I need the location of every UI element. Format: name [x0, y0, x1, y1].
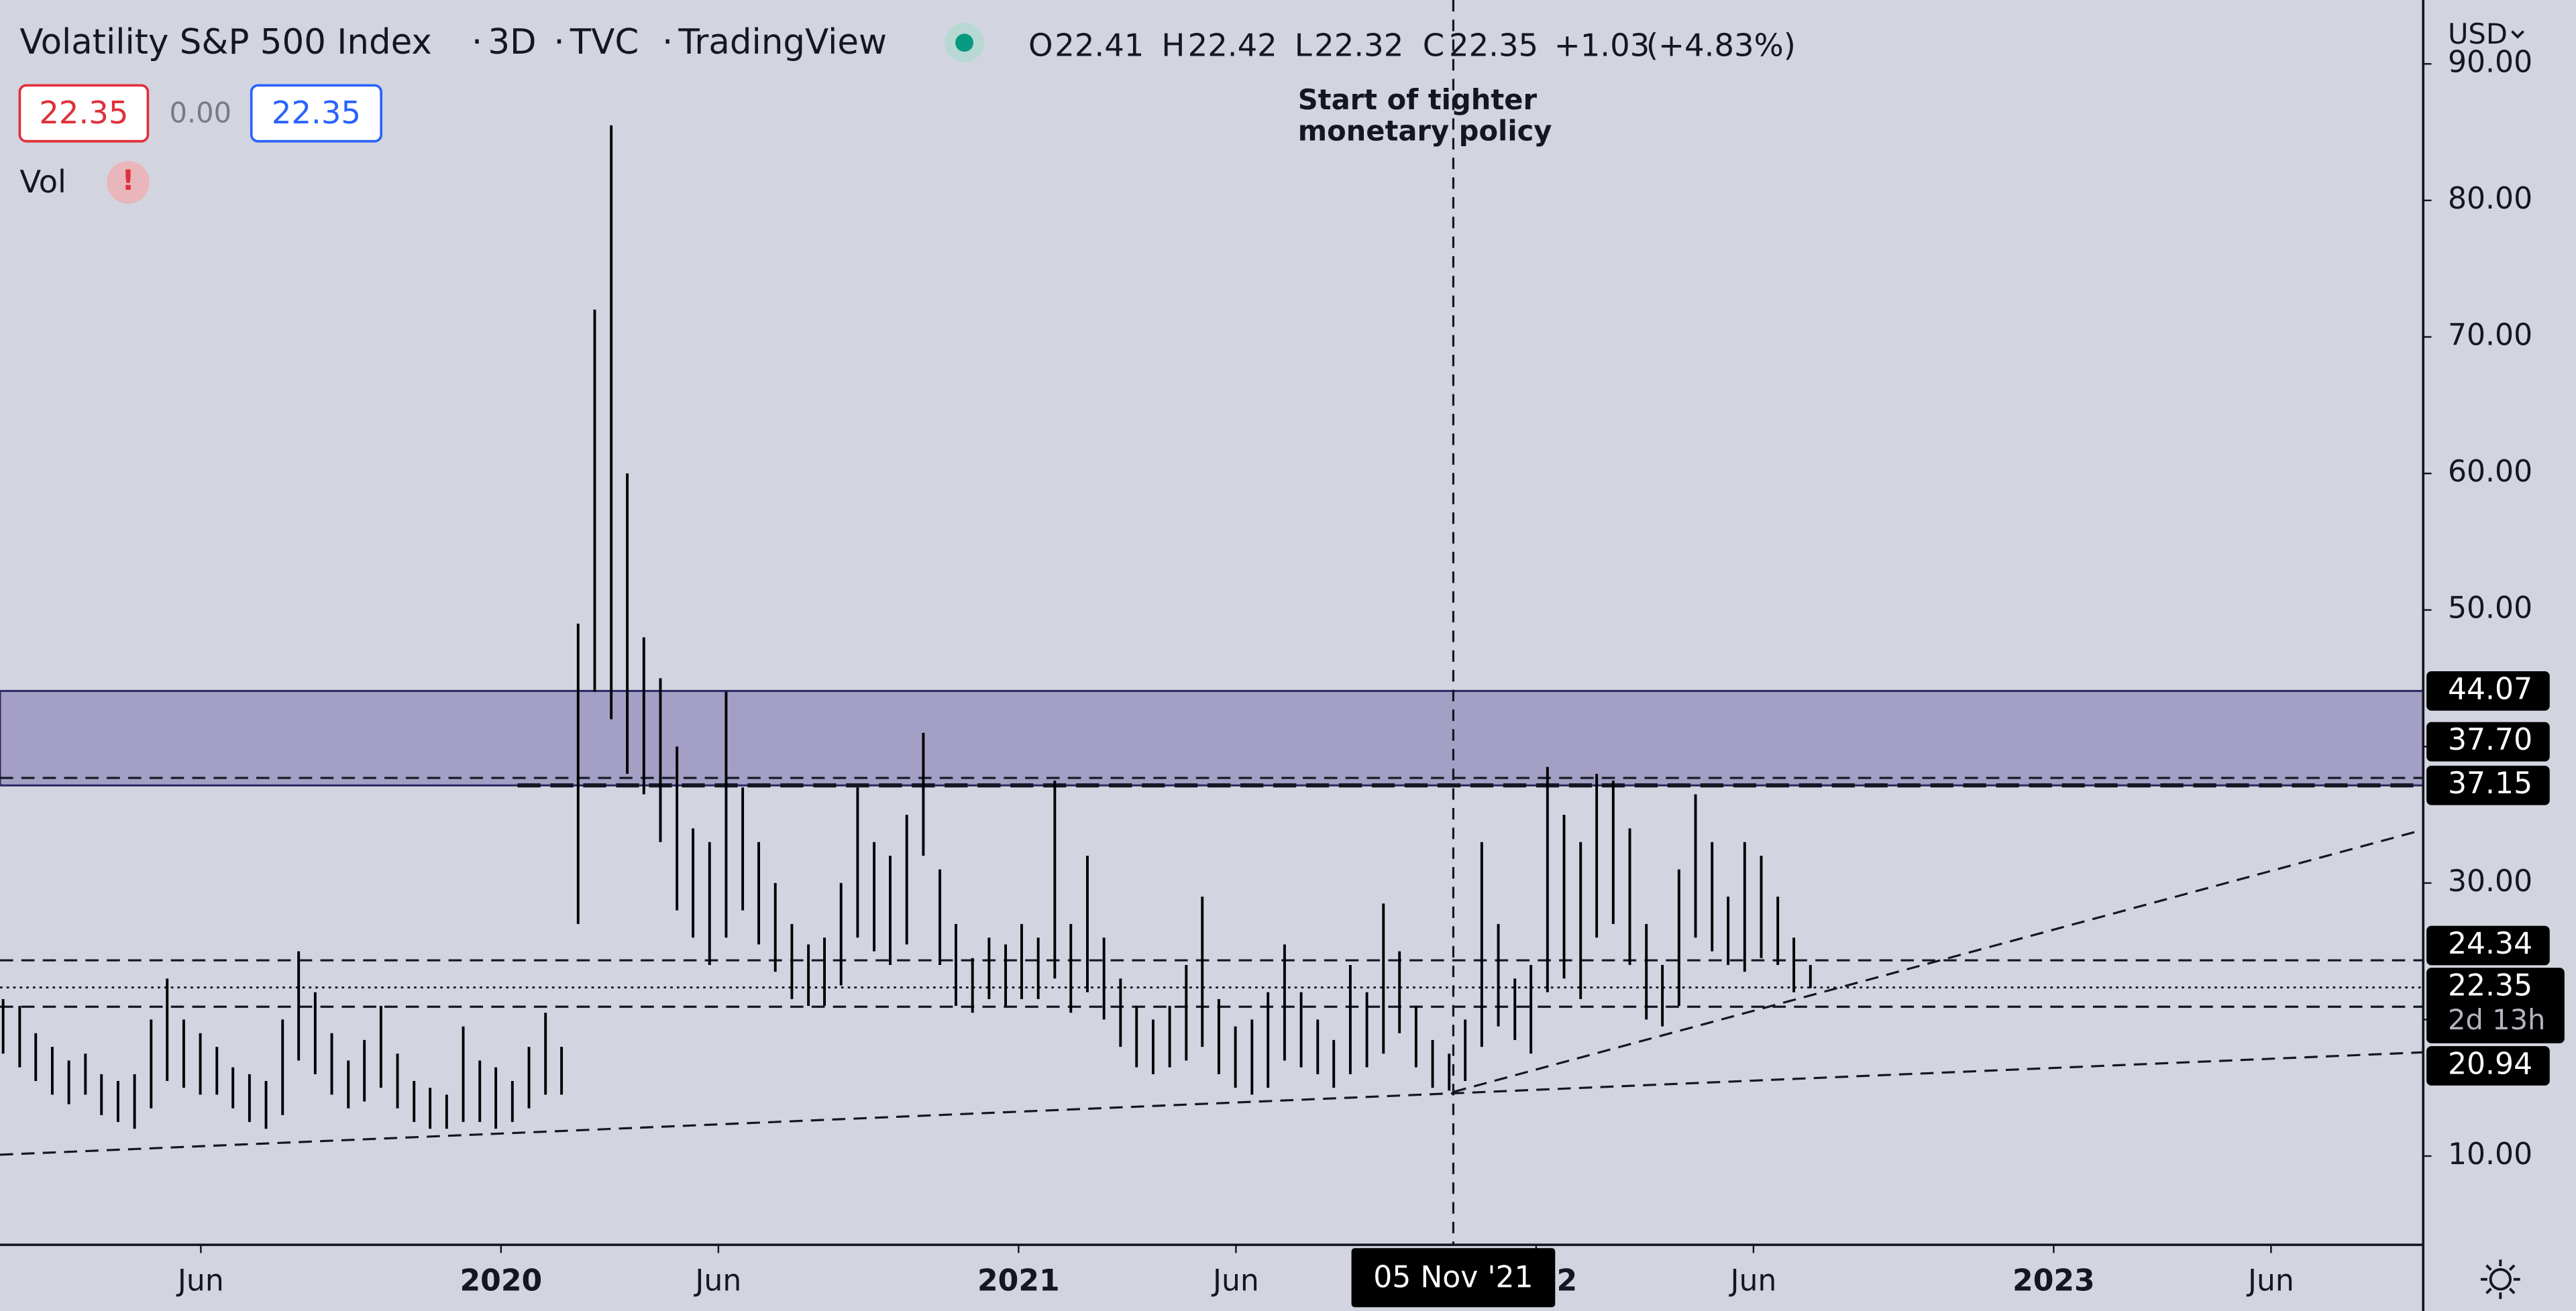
ohlc-value: 22.35 [1449, 27, 1538, 64]
x-tick-label: Jun [176, 1264, 224, 1298]
buy-button[interactable] [250, 84, 383, 143]
ohlc-key: O [1028, 27, 1053, 64]
indicator-name[interactable]: Vol [19, 164, 66, 200]
legend-header: Volatility S&P 500 Index · 3D · TVC · Tr… [18, 17, 2524, 204]
currency-chevron [2511, 30, 2524, 39]
y-tick-label: 80.00 [2448, 182, 2532, 216]
price-label: 44.07 [2448, 672, 2532, 706]
last-price-label: 22.35 [2448, 969, 2532, 1003]
y-tick-label: 70.00 [2448, 318, 2532, 352]
price-label-box [2426, 722, 2550, 762]
price-label: 37.15 [2448, 766, 2532, 801]
price-label: 20.94 [2448, 1047, 2532, 1081]
x-tick-label: 2021 [977, 1264, 1060, 1298]
market-status-dot[interactable] [955, 34, 974, 52]
crosshair-time-box [1351, 1248, 1556, 1308]
y-tick-label: 50.00 [2448, 591, 2532, 626]
price-label: 37.70 [2448, 723, 2532, 757]
y-tick-label: 30.00 [2448, 864, 2532, 899]
settings-icon[interactable] [2480, 1259, 2520, 1300]
price-label-box [2426, 925, 2550, 966]
x-tick-label: 2023 [2012, 1264, 2095, 1298]
price-label: 24.34 [2448, 927, 2532, 961]
change-percent: (+4.83%) [1646, 27, 1796, 64]
ohlc-key: C [1423, 27, 1444, 64]
axes: 10.0020.0030.0040.0050.0060.0070.0080.00… [176, 45, 2565, 1308]
ohlc-key: L [1295, 27, 1312, 64]
symbol-title: Volatility S&P 500 Index [19, 22, 431, 62]
sell-price: 22.35 [39, 95, 128, 131]
price-label-box [2426, 765, 2550, 805]
price-label-box [2426, 1046, 2550, 1086]
separator: · [553, 22, 564, 62]
warning-badge[interactable] [107, 160, 150, 204]
plot-area [0, 0, 2424, 1245]
warning-icon: ! [122, 164, 135, 196]
separator: · [472, 22, 482, 62]
y-tick-label: 90.00 [2448, 45, 2532, 79]
price-zone [0, 689, 2424, 787]
change: +1.03 [1554, 27, 1650, 64]
ohlc-key: H [1161, 27, 1185, 64]
y-tick-label: 60.00 [2448, 455, 2532, 489]
spread: 0.00 [169, 96, 231, 129]
crosshair-time-label: 05 Nov '21 [1373, 1261, 1533, 1295]
last-price-box [2426, 968, 2565, 1043]
exchange: TVC [570, 22, 639, 62]
currency-selector[interactable]: USD [2448, 17, 2508, 50]
x-tick-label: Jun [1211, 1264, 1259, 1298]
y-tick-label: 10.00 [2448, 1137, 2532, 1172]
event-annotation: Start of tighter [1298, 83, 1538, 116]
sell-button[interactable] [18, 84, 150, 143]
buy-price: 22.35 [272, 95, 361, 131]
ohlc-value: 22.42 [1188, 27, 1277, 64]
source: TradingView [678, 22, 887, 62]
interval: 3D [488, 22, 536, 62]
x-tick-label: Jun [1728, 1264, 1776, 1298]
x-tick-label: Jun [2246, 1264, 2294, 1298]
ohlc-value: 22.41 [1055, 27, 1144, 64]
x-tick-label: Jun [693, 1264, 741, 1298]
price-label-box [2426, 671, 2550, 711]
x-tick-label: 2020 [460, 1264, 542, 1298]
event-annotation: monetary policy [1298, 114, 1552, 147]
ohlc-value: 22.32 [1314, 27, 1403, 64]
trendline [1453, 828, 2424, 1093]
separator: · [662, 22, 673, 62]
bar-countdown: 2d 13h [2448, 1003, 2545, 1036]
